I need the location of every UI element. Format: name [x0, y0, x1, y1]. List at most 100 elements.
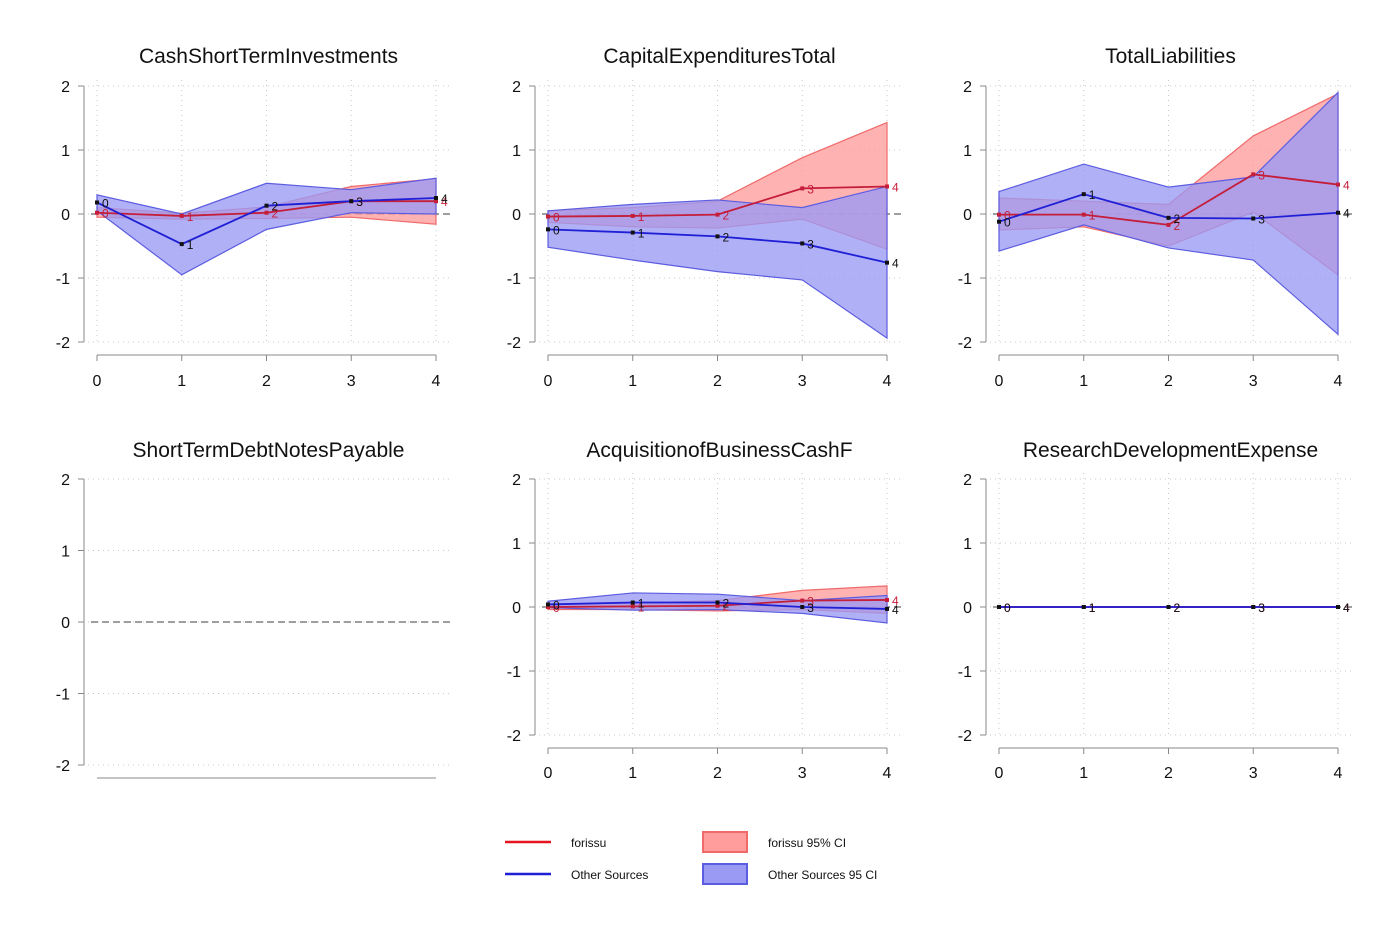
- point-label: 4: [892, 594, 899, 608]
- point-label: 0: [1004, 216, 1011, 230]
- y-tick-label: 1: [963, 536, 972, 553]
- ci-band: [998, 90, 1339, 336]
- series-marker: [1166, 215, 1171, 220]
- point-label: 4: [892, 180, 899, 194]
- series-marker: [349, 199, 354, 204]
- panel-3: ShortTermDebtNotesPayable -2 -1 0 1 2: [56, 439, 450, 779]
- y-tick-label: -1: [56, 271, 70, 288]
- y-tick-label: -1: [507, 664, 521, 681]
- y-tick-label: 2: [61, 472, 70, 489]
- point-label: 2: [1174, 219, 1181, 233]
- point-label: 0: [1004, 601, 1011, 615]
- x-tick-label: 2: [1164, 765, 1173, 782]
- x-tick-label: 3: [798, 765, 807, 782]
- point-label: 0: [553, 601, 560, 615]
- panel-title: CashShortTermInvestments: [139, 45, 398, 68]
- series-marker: [630, 213, 635, 218]
- panel-5: ResearchDevelopmentExpense -2 -1 0 1 2 0 1 2 3 4 0 1…: [958, 439, 1352, 782]
- x-tick-label: 3: [1249, 765, 1258, 782]
- point-label: 4: [1343, 179, 1350, 193]
- x-tick-label: 4: [883, 373, 892, 390]
- series-marker: [997, 212, 1001, 217]
- point-label: 3: [807, 182, 814, 196]
- point-label: 3: [1258, 601, 1265, 615]
- point-label: 3: [807, 595, 814, 609]
- point-label: 0: [1004, 601, 1011, 615]
- x-tick-label: 1: [628, 765, 637, 782]
- series-marker: [715, 234, 720, 239]
- point-label: 2: [723, 600, 730, 614]
- series-marker: [1081, 605, 1086, 609]
- x-tick-label: 4: [883, 765, 892, 782]
- y-tick-label: 0: [61, 615, 70, 632]
- point-label: 2: [723, 597, 730, 611]
- x-tick-label: 2: [713, 765, 722, 782]
- y-tick-label: -2: [507, 335, 521, 352]
- legend: forissu Other Sources forissu 95% CI Other …: [505, 831, 877, 885]
- y-tick-label: 2: [963, 79, 972, 96]
- point-label: 2: [272, 200, 279, 214]
- series-marker: [630, 604, 635, 609]
- series-marker: [1166, 605, 1171, 609]
- legend-item: Other Sources: [505, 868, 648, 882]
- x-tick-label: 0: [995, 765, 1004, 782]
- series-marker: [800, 598, 805, 603]
- y-tick-label: -1: [507, 271, 521, 288]
- series-marker: [434, 196, 438, 200]
- y-tick-label: 1: [963, 143, 972, 160]
- point-label: 4: [441, 192, 448, 206]
- x-tick-label: 2: [1164, 373, 1173, 390]
- x-tick-label: 1: [628, 373, 637, 390]
- point-label: 1: [187, 238, 194, 252]
- series-marker: [715, 603, 720, 608]
- point-label: 0: [102, 207, 109, 221]
- point-label: 3: [807, 601, 814, 615]
- point-label: 0: [1004, 209, 1011, 223]
- x-tick-label: 4: [1334, 765, 1343, 782]
- legend-swatch-band: [702, 863, 748, 885]
- series-marker: [546, 227, 550, 232]
- series-marker: [95, 210, 99, 215]
- legend-label: Other Sources 95 CI: [768, 868, 877, 882]
- x-tick-label: 3: [1249, 373, 1258, 390]
- series-marker: [546, 214, 550, 219]
- series-marker: [800, 186, 805, 191]
- point-label: 4: [1343, 207, 1350, 221]
- y-tick-label: -1: [56, 687, 70, 704]
- panel-1: CapitalExpendituresTotal -2 -1 0 1 2 0 1 2 3 4 0 1 2 3…: [507, 45, 901, 390]
- legend-item: forissu: [505, 836, 606, 850]
- y-tick-label: 1: [512, 143, 521, 160]
- point-label: 1: [638, 597, 645, 611]
- x-tick-label: 4: [1334, 373, 1343, 390]
- x-tick-label: 0: [544, 765, 553, 782]
- series-marker: [800, 605, 805, 609]
- x-tick-label: 4: [432, 373, 441, 390]
- y-tick-label: -1: [958, 664, 972, 681]
- y-tick-label: 0: [963, 207, 972, 224]
- x-tick-label: 2: [713, 373, 722, 390]
- point-label: 3: [1258, 212, 1265, 226]
- point-label: 4: [1343, 601, 1350, 615]
- point-label: 0: [553, 598, 560, 612]
- y-tick-label: 1: [61, 544, 70, 561]
- y-tick-label: 0: [61, 207, 70, 224]
- series-marker: [1081, 192, 1086, 197]
- point-label: 3: [1258, 168, 1265, 182]
- point-label: 1: [187, 210, 194, 224]
- legend-item: forissu 95% CI: [702, 831, 846, 853]
- y-tick-label: 2: [512, 472, 521, 489]
- point-label: 1: [1089, 601, 1096, 615]
- point-label: 0: [553, 211, 560, 225]
- panel-title: AcquisitionofBusinessCashF: [586, 439, 852, 462]
- y-tick-label: -2: [56, 758, 70, 775]
- point-label: 4: [892, 603, 899, 617]
- point-label: 2: [1174, 601, 1181, 615]
- point-label: 2: [1174, 212, 1181, 226]
- series-marker: [630, 600, 635, 605]
- y-tick-label: 0: [963, 600, 972, 617]
- series-marker: [1336, 210, 1340, 215]
- series-marker: [997, 219, 1001, 224]
- series-marker: [885, 184, 889, 189]
- series-marker: [885, 597, 889, 602]
